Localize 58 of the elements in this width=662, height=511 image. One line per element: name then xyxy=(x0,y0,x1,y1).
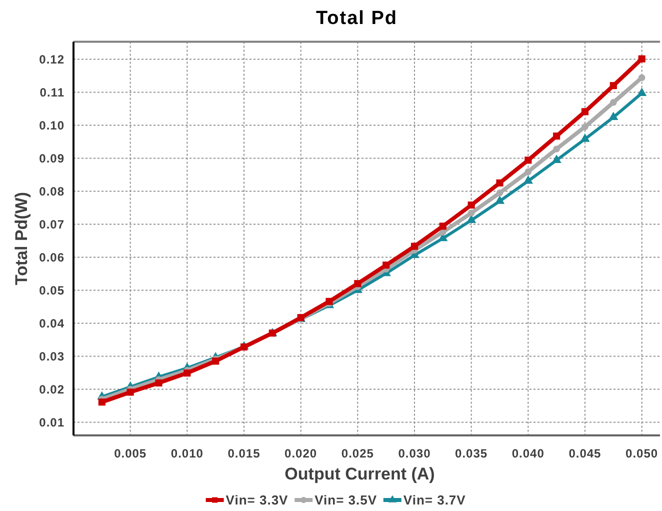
point xyxy=(637,88,647,96)
legend-label: Vin= 3.5V xyxy=(314,492,378,508)
y-tick-label: 0.07 xyxy=(39,217,64,232)
point xyxy=(466,214,476,224)
point xyxy=(496,189,504,196)
point xyxy=(582,123,588,130)
point xyxy=(326,298,333,305)
point xyxy=(354,280,362,288)
point xyxy=(98,398,106,406)
point xyxy=(524,168,532,176)
y-tick-label: 0.08 xyxy=(39,184,64,198)
x-tick-label: 0.045 xyxy=(568,446,602,461)
point xyxy=(439,222,446,230)
x-tick-label: 0.005 xyxy=(114,446,147,461)
point xyxy=(610,99,617,106)
x-tick-label: 0.050 xyxy=(626,446,658,461)
y-tick-label: 0.06 xyxy=(39,250,64,264)
point xyxy=(553,146,560,152)
point xyxy=(524,156,532,164)
point xyxy=(126,388,134,396)
point xyxy=(496,179,504,186)
point xyxy=(552,154,562,163)
y-tick-label: 0.11 xyxy=(40,85,64,100)
x-tick-label: 0.040 xyxy=(512,446,544,461)
x-tick-label: 0.020 xyxy=(284,446,318,461)
y-tick-label: 0.01 xyxy=(39,415,64,430)
legend-label: Vin= 3.7V xyxy=(403,492,466,508)
point xyxy=(610,82,617,90)
legend-label: Vin= 3.3V xyxy=(226,492,288,508)
point xyxy=(638,74,646,82)
y-tick-label: 0.12 xyxy=(39,52,64,66)
y-tick-label: 0.10 xyxy=(39,118,64,132)
point xyxy=(468,202,475,209)
x-tick-label: 0.015 xyxy=(228,446,260,461)
x-tick-label: 0.010 xyxy=(170,446,204,461)
x-tick-label: 0.035 xyxy=(455,446,488,461)
point xyxy=(410,242,418,250)
y-tick-label: 0.02 xyxy=(39,382,64,396)
y-axis-title: Total Pd(W) xyxy=(12,192,31,286)
x-tick-label: 0.030 xyxy=(398,446,431,461)
point xyxy=(523,175,533,184)
point xyxy=(580,134,590,142)
point xyxy=(184,369,191,377)
point xyxy=(468,210,475,216)
point xyxy=(608,112,618,120)
chart-title: Total Pd xyxy=(316,8,398,29)
point xyxy=(494,196,505,204)
point xyxy=(155,379,162,386)
point xyxy=(638,55,646,62)
y-tick-label: 0.05 xyxy=(39,283,64,298)
x-axis-title: Output Current (A) xyxy=(284,464,435,484)
y-tick-label: 0.04 xyxy=(39,316,64,330)
point xyxy=(382,262,390,269)
y-tick-label: 0.09 xyxy=(39,151,64,166)
point xyxy=(553,132,560,140)
y-tick-label: 0.03 xyxy=(39,349,64,364)
x-tick-label: 0.025 xyxy=(341,446,374,461)
point xyxy=(581,108,589,116)
